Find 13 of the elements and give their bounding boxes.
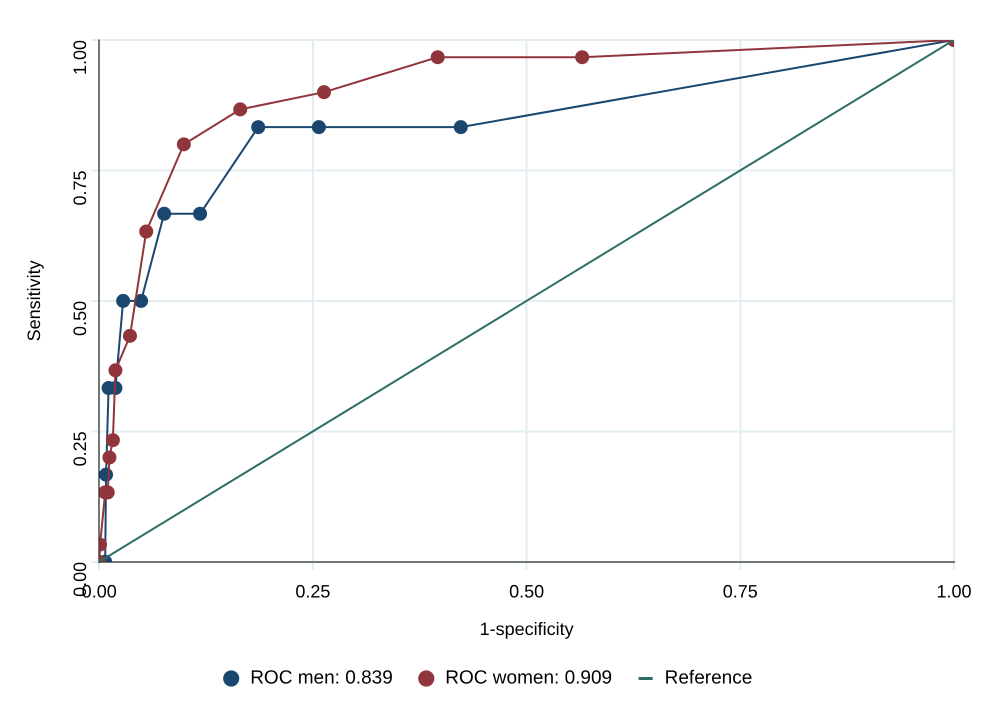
x-axis-title: 1-specificity xyxy=(480,619,574,640)
legend-label: Reference xyxy=(664,668,752,689)
legend-label: ROC women: 0.909 xyxy=(445,668,612,689)
x-tick-label: 0.25 xyxy=(295,582,330,602)
legend-label: ROC men: 0.839 xyxy=(250,668,393,689)
x-tick-label: 0.50 xyxy=(509,582,544,602)
x-tick-label: 0.75 xyxy=(722,582,758,602)
y-tick-label: 0.25 xyxy=(70,431,90,466)
y-tick-label: 0.50 xyxy=(70,300,90,336)
y-axis-title: Sensitivity xyxy=(24,260,44,342)
x-tick-label: 1.00 xyxy=(936,582,972,602)
y-tick-label: 1.00 xyxy=(70,40,90,76)
y-tick-label: 0.75 xyxy=(70,170,90,206)
